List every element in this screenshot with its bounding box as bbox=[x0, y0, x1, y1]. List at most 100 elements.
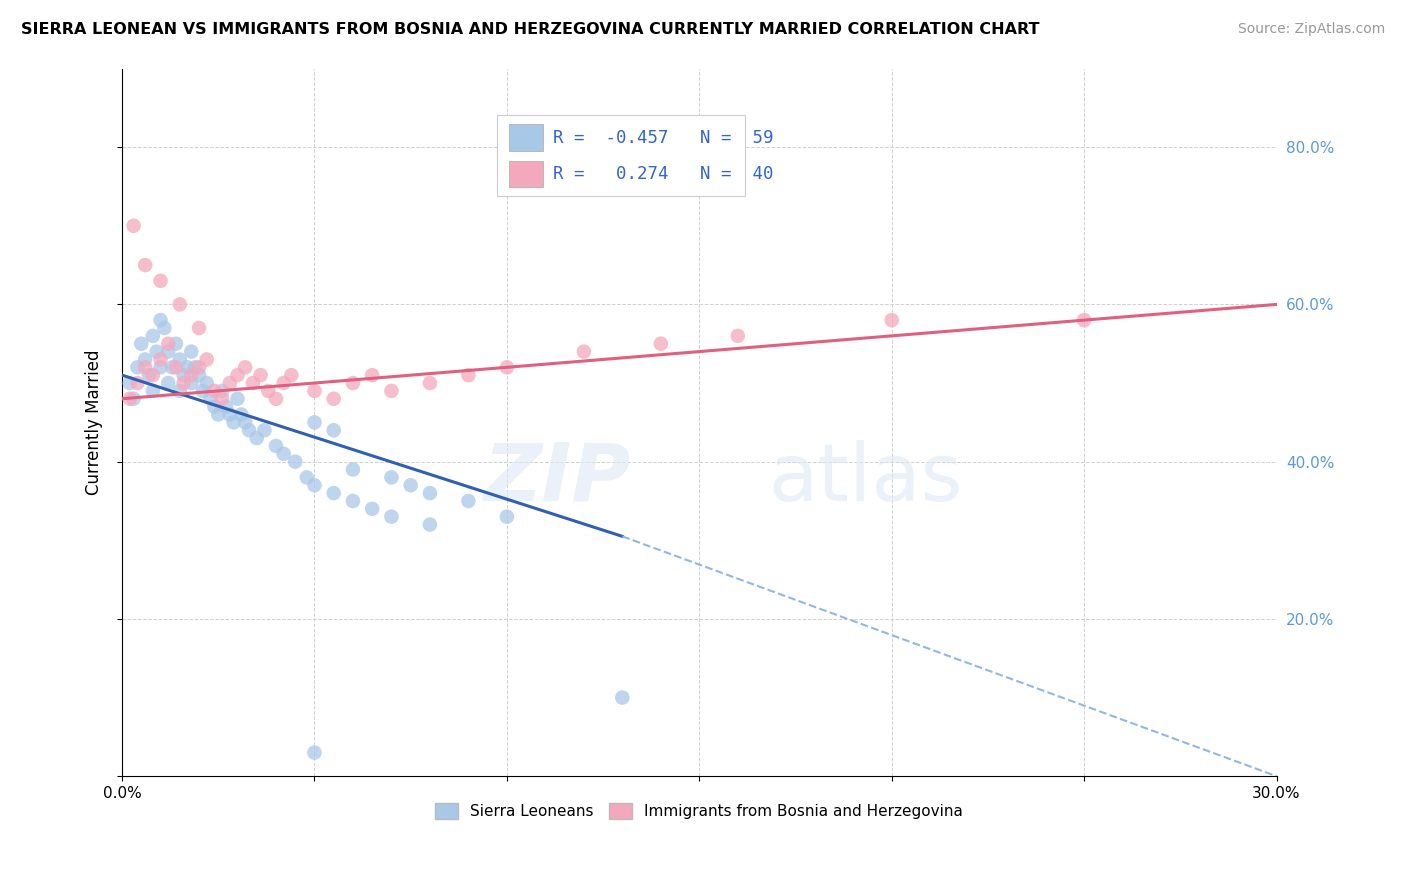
Point bbox=[138, 368, 160, 383]
Point bbox=[211, 384, 233, 398]
Point bbox=[169, 384, 191, 398]
Point bbox=[727, 329, 749, 343]
Point bbox=[572, 344, 595, 359]
Point bbox=[184, 360, 207, 375]
Point bbox=[134, 352, 156, 367]
Text: Source: ZipAtlas.com: Source: ZipAtlas.com bbox=[1237, 22, 1385, 37]
Point bbox=[650, 336, 672, 351]
Point bbox=[304, 384, 326, 398]
Y-axis label: Currently Married: Currently Married bbox=[86, 350, 103, 495]
Point bbox=[145, 344, 167, 359]
Point bbox=[322, 392, 344, 406]
Point bbox=[264, 439, 287, 453]
Point bbox=[142, 368, 165, 383]
Point bbox=[295, 470, 318, 484]
Legend: Sierra Leoneans, Immigrants from Bosnia and Herzegovina: Sierra Leoneans, Immigrants from Bosnia … bbox=[429, 797, 969, 825]
Point bbox=[238, 423, 260, 437]
Point bbox=[207, 408, 229, 422]
FancyBboxPatch shape bbox=[509, 161, 544, 187]
Point bbox=[457, 368, 479, 383]
Point bbox=[211, 392, 233, 406]
Point bbox=[202, 384, 225, 398]
Point bbox=[188, 368, 211, 383]
FancyBboxPatch shape bbox=[509, 124, 544, 152]
Point bbox=[157, 376, 180, 390]
Point bbox=[304, 746, 326, 760]
Point bbox=[419, 376, 441, 390]
Text: R =   0.274   N =  40: R = 0.274 N = 40 bbox=[553, 165, 773, 183]
Point bbox=[253, 423, 276, 437]
Point bbox=[273, 447, 295, 461]
Point bbox=[157, 344, 180, 359]
Point bbox=[149, 274, 172, 288]
Point bbox=[257, 384, 280, 398]
Point bbox=[160, 360, 183, 375]
Point bbox=[496, 509, 519, 524]
Point bbox=[226, 368, 249, 383]
Point bbox=[361, 501, 384, 516]
Point bbox=[188, 321, 211, 335]
Point bbox=[380, 384, 402, 398]
Point bbox=[200, 392, 222, 406]
Point bbox=[218, 376, 240, 390]
Point bbox=[173, 368, 195, 383]
Point bbox=[134, 360, 156, 375]
Point bbox=[419, 486, 441, 500]
Text: SIERRA LEONEAN VS IMMIGRANTS FROM BOSNIA AND HERZEGOVINA CURRENTLY MARRIED CORRE: SIERRA LEONEAN VS IMMIGRANTS FROM BOSNIA… bbox=[21, 22, 1039, 37]
Point bbox=[496, 360, 519, 375]
Point bbox=[202, 400, 225, 414]
Point bbox=[157, 336, 180, 351]
Point bbox=[880, 313, 903, 327]
Point bbox=[191, 384, 214, 398]
Point bbox=[1073, 313, 1095, 327]
Point bbox=[304, 415, 326, 429]
Point bbox=[249, 368, 271, 383]
Point bbox=[218, 408, 240, 422]
Point bbox=[180, 344, 202, 359]
Point bbox=[173, 376, 195, 390]
Point bbox=[165, 360, 187, 375]
Point bbox=[118, 376, 141, 390]
Point bbox=[215, 400, 238, 414]
Point bbox=[242, 376, 264, 390]
Point bbox=[127, 360, 149, 375]
Point bbox=[149, 313, 172, 327]
Point bbox=[180, 368, 202, 383]
Point bbox=[342, 462, 364, 476]
Point bbox=[612, 690, 634, 705]
Point bbox=[149, 352, 172, 367]
Point bbox=[233, 360, 256, 375]
Point bbox=[165, 336, 187, 351]
Point bbox=[142, 384, 165, 398]
Point bbox=[233, 415, 256, 429]
Point bbox=[195, 376, 218, 390]
Point bbox=[264, 392, 287, 406]
Point bbox=[169, 297, 191, 311]
Point bbox=[380, 470, 402, 484]
Point bbox=[280, 368, 302, 383]
Point bbox=[149, 360, 172, 375]
Point bbox=[342, 494, 364, 508]
Point bbox=[399, 478, 422, 492]
Point bbox=[129, 336, 152, 351]
Point bbox=[457, 494, 479, 508]
FancyBboxPatch shape bbox=[498, 114, 745, 196]
Text: atlas: atlas bbox=[769, 440, 963, 518]
Point bbox=[322, 423, 344, 437]
Point bbox=[188, 360, 211, 375]
Point bbox=[284, 455, 307, 469]
Point bbox=[322, 486, 344, 500]
Point bbox=[122, 219, 145, 233]
Point bbox=[419, 517, 441, 532]
Point bbox=[134, 258, 156, 272]
Point bbox=[180, 376, 202, 390]
Point bbox=[176, 360, 198, 375]
Point bbox=[246, 431, 269, 445]
Point bbox=[153, 321, 176, 335]
Point bbox=[127, 376, 149, 390]
Text: ZIP: ZIP bbox=[482, 440, 630, 518]
Point bbox=[380, 509, 402, 524]
Point bbox=[169, 352, 191, 367]
Point bbox=[195, 352, 218, 367]
Point bbox=[342, 376, 364, 390]
